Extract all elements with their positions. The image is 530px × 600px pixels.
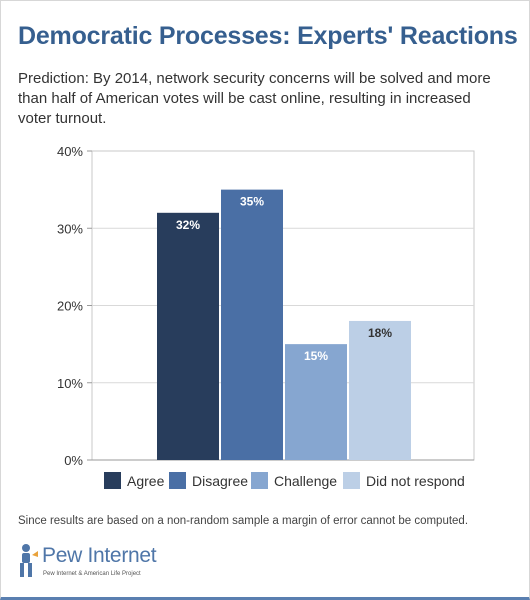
- y-tick-label: 20%: [57, 299, 83, 314]
- logo-tagline: Pew Internet & American Life Project: [43, 571, 141, 577]
- page-title: Democratic Processes: Experts' Reactions: [18, 22, 518, 50]
- pew-internet-logo: Pew Internet Pew Internet & American Lif…: [16, 543, 236, 583]
- legend-swatch: [104, 472, 121, 489]
- y-tick-label: 40%: [57, 144, 83, 159]
- legend-label: Challenge: [274, 473, 337, 489]
- data-label: 18%: [368, 326, 392, 340]
- legend-swatch: [251, 472, 268, 489]
- legend-label: Agree: [127, 473, 165, 489]
- y-tick-label: 0%: [64, 453, 83, 468]
- footnote: Since results are based on a non-random …: [18, 515, 469, 527]
- bar-agree: [157, 212, 219, 460]
- data-label: 15%: [304, 349, 328, 363]
- y-tick-label: 10%: [57, 376, 83, 391]
- data-label: 35%: [240, 195, 264, 209]
- y-tick-label: 30%: [57, 221, 83, 236]
- logo-name: Pew Internet: [42, 544, 157, 567]
- legend-label: Did not respond: [366, 473, 465, 489]
- bar-chart: 0% 10% 20% 30% 40% 32% 35% 15% 18% Agree Disagree C…: [57, 144, 475, 489]
- legend-label: Disagree: [192, 473, 248, 489]
- pew-figure-icon: [20, 544, 38, 577]
- bar-disagree: [221, 189, 283, 460]
- legend-swatch: [343, 472, 360, 489]
- bar-challenge: [285, 344, 347, 460]
- data-label: 32%: [176, 218, 200, 232]
- chart-subtitle: Prediction: By 2014, network security co…: [18, 70, 491, 127]
- bar-did-not-respond: [349, 320, 411, 460]
- legend-swatch: [169, 472, 186, 489]
